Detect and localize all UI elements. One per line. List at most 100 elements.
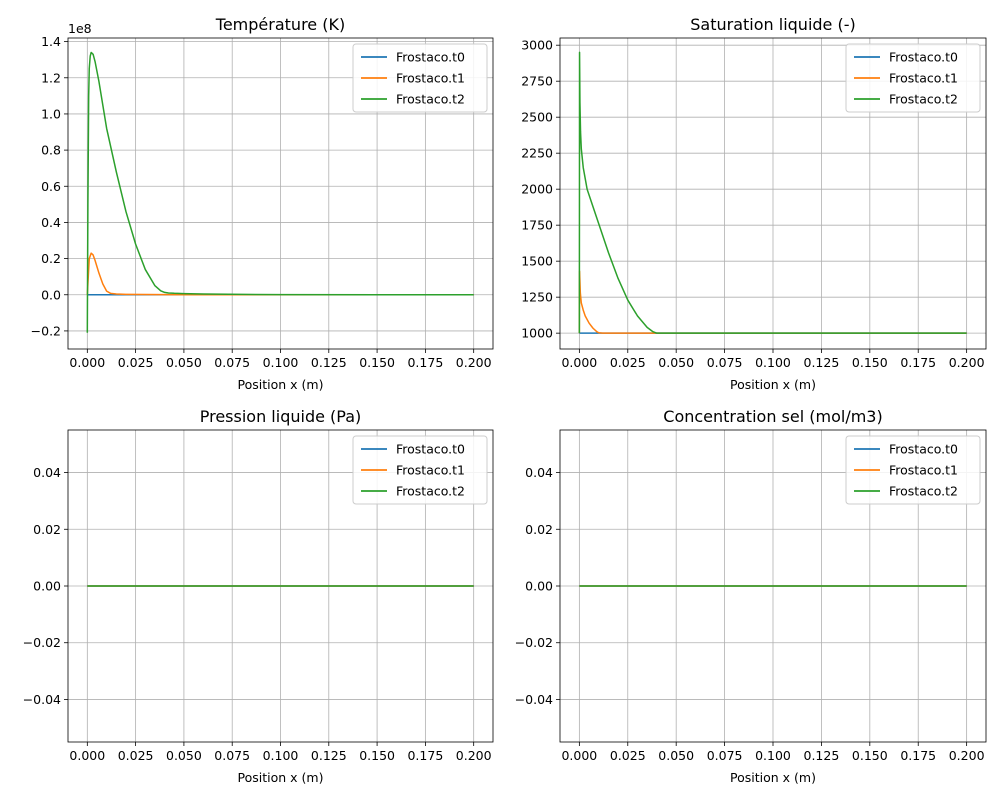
legend: Frostaco.t0 Frostaco.t1 Frostaco.t2 bbox=[352, 43, 488, 113]
x-axis-label: Position x (m) bbox=[238, 377, 324, 392]
x-tick-label: 0.200 bbox=[456, 748, 492, 763]
legend-label-frostaco-t0: Frostaco.t0 bbox=[396, 50, 465, 65]
y-tick-label: 2750 bbox=[521, 74, 553, 89]
legend-label-frostaco-t0: Frostaco.t0 bbox=[396, 442, 465, 457]
legend-label-frostaco-t0: Frostaco.t0 bbox=[889, 50, 958, 65]
y-tick-label: 2000 bbox=[521, 182, 553, 197]
legend-label-frostaco-t1: Frostaco.t1 bbox=[889, 463, 958, 478]
x-tick-label: 0.100 bbox=[755, 355, 791, 370]
y-tick-label: 1500 bbox=[521, 254, 553, 269]
y-tick-label: 0.2 bbox=[41, 251, 61, 266]
x-tick-label: 0.100 bbox=[755, 748, 791, 763]
y-tick-label: 0.8 bbox=[41, 143, 61, 158]
y-tick-label: 0.6 bbox=[41, 179, 61, 194]
legend-label-frostaco-t1: Frostaco.t1 bbox=[396, 463, 465, 478]
y-tick-label: 0.00 bbox=[33, 579, 61, 594]
legend-label-frostaco-t2: Frostaco.t2 bbox=[396, 92, 465, 107]
x-axis-label: Position x (m) bbox=[730, 377, 816, 392]
x-tick-label: 0.075 bbox=[214, 748, 250, 763]
y-tick-label: 0.04 bbox=[525, 465, 553, 480]
legend-box bbox=[352, 43, 488, 113]
y-tick-label: −0.04 bbox=[515, 692, 553, 707]
x-tick-label: 0.175 bbox=[900, 748, 936, 763]
legend: Frostaco.t0 Frostaco.t1 Frostaco.t2 bbox=[352, 435, 488, 505]
x-tick-label: 0.175 bbox=[407, 355, 443, 370]
series-group bbox=[578, 51, 967, 334]
x-tick-label: 0.125 bbox=[311, 748, 347, 763]
y-tick-label: 2250 bbox=[521, 146, 553, 161]
y-tick-label: 0.02 bbox=[525, 522, 553, 537]
y-tick-label: 0.02 bbox=[33, 522, 61, 537]
chart-panel-1: 0.000 0.025 0.050 0.075 0.100 0.125 0.150 0.175… bbox=[31, 15, 494, 392]
x-tick-label: 0.100 bbox=[263, 748, 299, 763]
series-line-frostaco-t2 bbox=[578, 51, 967, 334]
x-tick-label: 0.175 bbox=[407, 748, 443, 763]
x-tick-label: 0.100 bbox=[263, 355, 299, 370]
chart-title: Pression liquide (Pa) bbox=[200, 407, 362, 426]
legend-box bbox=[845, 435, 981, 505]
y-tick-label: 0.00 bbox=[525, 579, 553, 594]
series-line-frostaco-t2 bbox=[86, 51, 474, 333]
y-tick-label: 3000 bbox=[521, 38, 553, 53]
x-tick-label: 0.050 bbox=[166, 748, 202, 763]
x-tick-label: 0.000 bbox=[69, 748, 105, 763]
x-tick-label: 0.025 bbox=[610, 355, 646, 370]
y-tick-label: 1.0 bbox=[41, 106, 61, 121]
x-tick-label: 0.125 bbox=[804, 355, 840, 370]
legend-label-frostaco-t1: Frostaco.t1 bbox=[889, 71, 958, 86]
x-tick-label: 0.000 bbox=[69, 355, 105, 370]
legend-label-frostaco-t2: Frostaco.t2 bbox=[889, 92, 958, 107]
x-tick-label: 0.075 bbox=[707, 355, 743, 370]
chart-panel-3: 0.000 0.025 0.050 0.075 0.100 0.125 0.150 0.175… bbox=[23, 407, 494, 785]
x-tick-label: 0.200 bbox=[456, 355, 492, 370]
y-tick-label: 0.04 bbox=[33, 465, 61, 480]
x-tick-label: 0.050 bbox=[658, 748, 694, 763]
legend-box bbox=[845, 43, 981, 113]
x-axis-label: Position x (m) bbox=[238, 770, 324, 785]
y-tick-label: 1250 bbox=[521, 290, 553, 305]
chart-title: Concentration sel (mol/m3) bbox=[663, 407, 882, 426]
x-tick-label: 0.150 bbox=[359, 355, 395, 370]
x-tick-label: 0.000 bbox=[561, 355, 597, 370]
x-tick-label: 0.075 bbox=[214, 355, 250, 370]
legend: Frostaco.t0 Frostaco.t1 Frostaco.t2 bbox=[845, 435, 981, 505]
x-tick-label: 0.025 bbox=[610, 748, 646, 763]
series-group bbox=[86, 51, 474, 333]
legend-box bbox=[352, 435, 488, 505]
x-tick-label: 0.150 bbox=[359, 748, 395, 763]
chart-title: Saturation liquide (-) bbox=[690, 15, 855, 34]
legend-label-frostaco-t2: Frostaco.t2 bbox=[889, 484, 958, 499]
y-tick-label: −0.2 bbox=[31, 323, 61, 338]
x-tick-label: 0.025 bbox=[118, 355, 154, 370]
y-tick-label: 1.2 bbox=[41, 70, 61, 85]
y-tick-label: −0.02 bbox=[515, 635, 553, 650]
chart-title: Température (K) bbox=[215, 15, 345, 34]
legend-label-frostaco-t1: Frostaco.t1 bbox=[396, 71, 465, 86]
x-tick-label: 0.150 bbox=[852, 355, 888, 370]
y-tick-label: 1750 bbox=[521, 218, 553, 233]
y-tick-label: 0.4 bbox=[41, 215, 61, 230]
legend-label-frostaco-t2: Frostaco.t2 bbox=[396, 484, 465, 499]
y-tick-label: −0.02 bbox=[23, 635, 61, 650]
x-tick-label: 0.050 bbox=[658, 355, 694, 370]
y-offset-text: 1e8 bbox=[68, 21, 92, 36]
x-tick-label: 0.075 bbox=[707, 748, 743, 763]
x-tick-label: 0.175 bbox=[900, 355, 936, 370]
legend: Frostaco.t0 Frostaco.t1 Frostaco.t2 bbox=[845, 43, 981, 113]
y-tick-label: −0.04 bbox=[23, 692, 61, 707]
y-tick-label: 1000 bbox=[521, 326, 553, 341]
x-tick-label: 0.200 bbox=[949, 355, 985, 370]
y-tick-label: 0.0 bbox=[41, 287, 61, 302]
x-tick-label: 0.000 bbox=[561, 748, 597, 763]
chart-panel-2: 0.000 0.025 0.050 0.075 0.100 0.125 0.150 0.175… bbox=[521, 15, 987, 392]
x-tick-label: 0.150 bbox=[852, 748, 888, 763]
x-tick-label: 0.050 bbox=[166, 355, 202, 370]
y-tick-label: 2500 bbox=[521, 110, 553, 125]
x-tick-label: 0.200 bbox=[949, 748, 985, 763]
legend-label-frostaco-t0: Frostaco.t0 bbox=[889, 442, 958, 457]
x-axis-label: Position x (m) bbox=[730, 770, 816, 785]
x-tick-label: 0.125 bbox=[804, 748, 840, 763]
x-tick-label: 0.025 bbox=[118, 748, 154, 763]
